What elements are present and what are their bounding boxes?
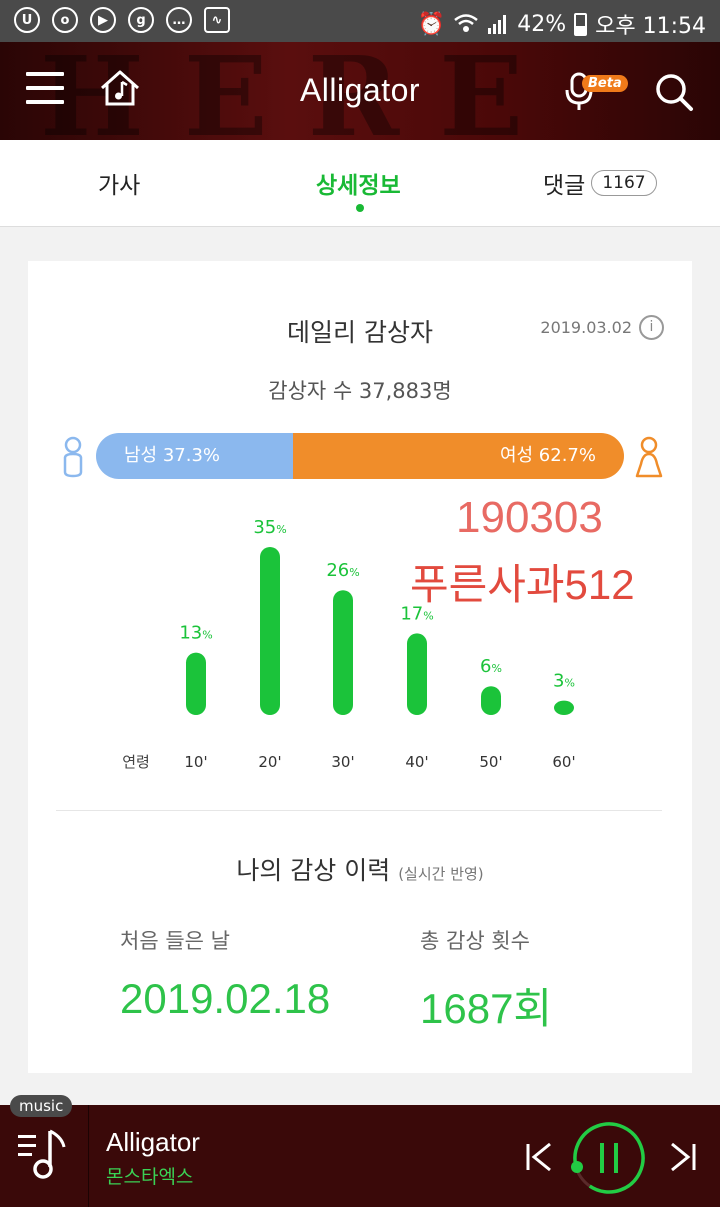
- history-title: 나의 감상 이력 (실시간 반영): [28, 851, 692, 887]
- age-tick-1: 20': [258, 753, 281, 771]
- age-bar-value-4: 6%: [480, 656, 502, 677]
- previous-icon[interactable]: [524, 1141, 554, 1173]
- tab-lyrics[interactable]: 가사: [98, 173, 141, 199]
- age-bar-value-2: 26%: [326, 560, 359, 581]
- age-tick-5: 60': [552, 753, 575, 771]
- female-icon: [635, 436, 663, 478]
- pulse-icon: ∿: [204, 7, 230, 33]
- age-bar-5: [554, 700, 574, 715]
- battery-percent: 42%: [517, 11, 567, 37]
- age-bar-value-5: 3%: [553, 671, 575, 692]
- total-plays-label: 총 감상 횟수: [420, 929, 530, 953]
- age-tick-0: 10': [184, 753, 207, 771]
- age-tick-4: 50': [479, 753, 502, 771]
- status-bar: U o ▶ g … ∿ ⏰ 42% 오후 11:54: [0, 0, 720, 42]
- female-segment: 여성 62.7%: [292, 433, 624, 479]
- age-bar-chart: 연령 13% 10' 35% 20' 26% 30' 17% 40' 6% 50' 3% 60': [122, 517, 575, 771]
- male-segment: 남성 37.3%: [96, 433, 293, 479]
- listener-count: 감상자 수 37,883명: [268, 379, 452, 403]
- male-icon: [63, 436, 83, 478]
- watermark-date: 190303: [456, 493, 603, 542]
- age-tick-3: 40': [405, 753, 428, 771]
- search-icon[interactable]: [654, 72, 694, 112]
- age-bar-1: [260, 547, 280, 715]
- header-background-art: HERE: [40, 42, 564, 140]
- age-tick-2: 30': [331, 753, 354, 771]
- home-music-icon[interactable]: [98, 68, 142, 108]
- mini-player[interactable]: music Alligator 몬스타엑스: [0, 1095, 720, 1207]
- beta-badge: Beta: [582, 75, 628, 92]
- tab-comments[interactable]: 댓글 1167: [543, 166, 657, 200]
- info-icon[interactable]: i: [639, 315, 664, 340]
- age-bar-3: [407, 633, 427, 715]
- pause-icon[interactable]: [570, 1119, 648, 1197]
- talk-icon: …: [166, 7, 192, 33]
- uplus-icon: U: [14, 7, 40, 33]
- first-listen-label: 처음 들은 날: [120, 929, 230, 953]
- tab-bar: 가사 상세정보 댓글 1167: [0, 140, 720, 227]
- age-bar-0: [186, 652, 206, 715]
- player-separator: [88, 1105, 89, 1207]
- age-bar-value-1: 35%: [253, 517, 286, 538]
- next-icon[interactable]: [668, 1141, 698, 1173]
- wifi-icon: [454, 14, 479, 32]
- battery-icon: [574, 12, 588, 36]
- alarm-icon: ⏰: [417, 11, 446, 37]
- daily-listeners-title: 데일리 감상자: [287, 318, 433, 347]
- stats-card: 데일리 감상자 2019.03.02 i 감상자 수 37,883명 남성 37…: [28, 261, 692, 1073]
- playlist-icon[interactable]: [16, 1127, 72, 1187]
- app-header: HERE Alligator Beta: [0, 42, 720, 140]
- song-title: Alligator: [299, 72, 421, 108]
- tab-details[interactable]: 상세정보: [316, 173, 401, 199]
- first-listen-date: 2019.02.18: [120, 975, 331, 1022]
- tab-comments-label: 댓글: [543, 173, 586, 199]
- age-axis-label: 연령: [122, 753, 150, 771]
- player-song-title[interactable]: Alligator: [106, 1127, 200, 1157]
- age-bar-4: [481, 686, 501, 715]
- clock: 오후 11:54: [595, 14, 706, 39]
- history-subtitle: (실시간 반영): [398, 865, 484, 883]
- age-bar-value-0: 13%: [179, 623, 212, 644]
- comment-count-badge: 1167: [591, 170, 657, 196]
- g-icon: g: [128, 7, 154, 33]
- signal-icon: [488, 15, 507, 34]
- watermark-user: 푸른사과512: [410, 561, 635, 608]
- gender-ratio-bar: 남성 37.3% 여성 62.7%: [96, 433, 624, 479]
- section-divider: [56, 810, 662, 811]
- active-tab-indicator: [356, 204, 364, 212]
- history-title-text: 나의 감상 이력: [236, 856, 391, 885]
- cut-off-section-heading: ▔▔ ▔ ▔▔: [68, 212, 185, 231]
- age-bar-value-3: 17%: [400, 603, 433, 624]
- menu-icon[interactable]: [26, 72, 64, 104]
- stats-date: 2019.03.02: [540, 318, 632, 337]
- player-artist[interactable]: 몬스타엑스: [106, 1166, 194, 1188]
- age-bar-2: [333, 590, 353, 715]
- total-plays-count: 1687회: [420, 985, 553, 1032]
- message-bubble-icon: o: [52, 7, 78, 33]
- play-icon: ▶: [90, 7, 116, 33]
- music-pill: music: [10, 1095, 73, 1117]
- notification-icons: U o ▶ g … ∿: [14, 7, 230, 33]
